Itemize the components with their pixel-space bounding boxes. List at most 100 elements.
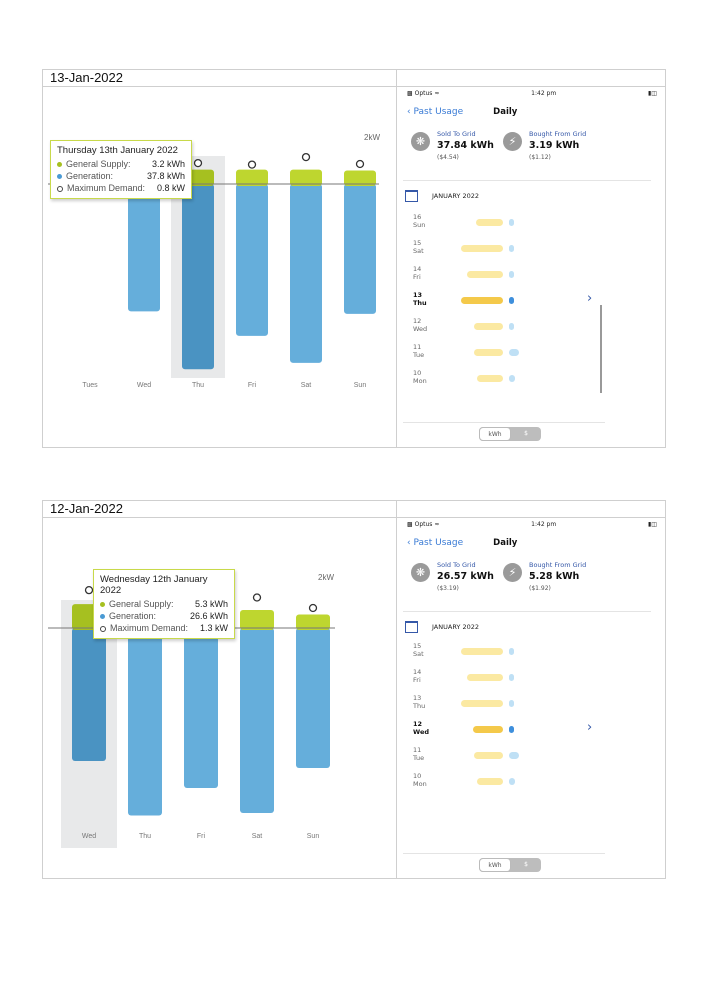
general-supply-bar[interactable] (344, 170, 376, 187)
max-demand-marker[interactable] (193, 158, 203, 168)
summary: ❋ Sold To Grid 26.57 kWh ($3.19) ⚡ Bough… (397, 555, 665, 611)
day-of-week: Mon (413, 377, 427, 385)
generation-bar[interactable] (128, 184, 160, 312)
tooltip-row: General Supply: 5.3 kWh (100, 598, 228, 610)
generation-bar[interactable] (290, 184, 322, 363)
day-of-week: Sat (413, 247, 424, 255)
tooltip-row-label: Maximum Demand: (67, 183, 146, 193)
usage-bar-yellow (460, 297, 503, 304)
chevron-right-icon[interactable]: › (587, 720, 593, 735)
day-row[interactable]: 10 Mon (397, 770, 665, 796)
max-demand-marker[interactable] (301, 152, 311, 162)
day-of-week: Fri (413, 676, 421, 684)
nav-title: Daily (493, 538, 518, 548)
usage-bar-blue (509, 778, 516, 785)
summary: ❋ Sold To Grid 37.84 kWh ($4.54) ⚡ Bough… (397, 124, 665, 180)
day-row[interactable]: 12 Wed (397, 315, 665, 341)
usage-bar-yellow (473, 726, 503, 733)
day-of-week: Wed (413, 728, 429, 736)
wifi-icon: ≈ (434, 521, 440, 528)
max-demand-marker[interactable] (355, 159, 365, 169)
day-row[interactable]: 15 Sat (397, 640, 665, 666)
usage-bar-blue (509, 245, 514, 252)
toggle-kwh[interactable]: kWh (479, 427, 511, 441)
general-supply-bar[interactable] (290, 169, 322, 186)
usage-bar-blue (509, 375, 516, 382)
sun-icon: ❋ (411, 563, 430, 582)
tooltip-title: Wednesday 12th January 2022 (100, 574, 208, 596)
usage-bar-yellow (474, 349, 503, 356)
tooltip-row-value: 0.8 kW (156, 183, 185, 193)
usage-bar-blue (509, 271, 514, 278)
chart-tooltip: Thursday 13th January 2022 General Supply… (50, 140, 192, 199)
general-supply-bar[interactable] (236, 169, 268, 186)
x-tick-label: Sat (252, 833, 263, 840)
generation-bar[interactable] (182, 184, 214, 370)
tooltip-row: Maximum Demand: 0.8 kW (57, 182, 185, 194)
x-tick-label: Thu (192, 382, 204, 389)
calendar-icon[interactable] (405, 190, 418, 202)
day-number: 14 (413, 265, 422, 273)
bought-from-grid: ⚡ Bought From Grid 3.19 kWh ($1.12) (503, 130, 595, 180)
day-row[interactable]: 11 Tue (397, 341, 665, 367)
x-tick-label: Thu (139, 833, 151, 840)
unit-toggle-bar: kWh $ (403, 853, 605, 872)
max-demand-marker[interactable] (247, 160, 257, 169)
generation-legend-icon (100, 614, 105, 620)
day-row[interactable]: 14 Fri (397, 263, 665, 289)
day-of-week: Sat (413, 650, 424, 658)
day-row[interactable]: 13 Thu (397, 692, 665, 718)
x-tick-label: Sun (354, 382, 367, 389)
day-row[interactable]: 11 Tue (397, 744, 665, 770)
generation-bar[interactable] (344, 184, 376, 314)
max-demand-marker[interactable] (308, 603, 318, 613)
nav-bar: ‹ Past Usage Daily (397, 531, 665, 555)
day-of-week: Sun (413, 221, 426, 229)
x-tick-label: Fri (248, 382, 257, 389)
day-row[interactable]: 13 Thu › (397, 289, 665, 315)
unit-toggle[interactable]: kWh $ (479, 858, 541, 872)
sold-to-grid: ❋ Sold To Grid 37.84 kWh ($4.54) (411, 130, 503, 180)
calendar-icon[interactable] (405, 621, 418, 633)
bought-value: 3.19 kWh (529, 140, 580, 151)
generation-bar[interactable] (184, 628, 218, 788)
generation-bar[interactable] (240, 628, 274, 813)
generation-bar[interactable] (128, 628, 162, 816)
general-supply-bar[interactable] (296, 614, 330, 631)
toggle-dollar[interactable]: $ (524, 861, 528, 868)
tooltip-row-value: 5.3 kWh (194, 599, 228, 609)
unit-toggle[interactable]: kWh $ (479, 427, 541, 441)
chevron-right-icon[interactable]: › (587, 291, 593, 306)
generation-bar[interactable] (236, 184, 268, 336)
day-row[interactable]: 16 Sun (397, 211, 665, 237)
scrollbar[interactable] (600, 305, 602, 393)
usage-bar-yellow (477, 778, 503, 785)
tooltip-row-value: 26.6 kWh (189, 611, 228, 621)
tooltip-row-label: General Supply: (109, 599, 174, 609)
tooltip-row-label: Maximum Demand: (110, 623, 189, 633)
generation-bar[interactable] (296, 628, 330, 768)
back-button[interactable]: ‹ Past Usage (407, 538, 463, 548)
generation-bar[interactable] (72, 628, 106, 761)
back-button[interactable]: ‹ Past Usage (407, 107, 463, 117)
wifi-icon: ≈ (434, 90, 440, 97)
usage-bar-blue (509, 726, 514, 733)
usage-bar-yellow (467, 271, 503, 278)
day-list[interactable]: 15 Sat 14 Fri 13 Thu 12 Wed › 11 Tue 10 Mon (397, 636, 665, 796)
day-number: 13 (413, 694, 422, 702)
day-row[interactable]: 12 Wed › (397, 718, 665, 744)
day-list[interactable]: 16 Sun 15 Sat 14 Fri 13 Thu › 12 Wed 11 Tue (397, 205, 665, 393)
toggle-kwh[interactable]: kWh (479, 858, 511, 872)
day-row[interactable]: 10 Mon (397, 367, 665, 393)
usage-bar-yellow (460, 648, 503, 655)
day-row[interactable]: 14 Fri (397, 666, 665, 692)
day-row[interactable]: 15 Sat (397, 237, 665, 263)
max-demand-marker[interactable] (84, 586, 94, 595)
max-demand-marker[interactable] (252, 593, 262, 602)
unit-label: 2kW (364, 133, 380, 142)
day-of-week: Thu (413, 299, 427, 307)
usage-bar-yellow (475, 219, 503, 226)
toggle-dollar[interactable]: $ (524, 430, 528, 437)
back-label: Past Usage (413, 107, 464, 117)
general-supply-bar[interactable] (240, 610, 274, 630)
